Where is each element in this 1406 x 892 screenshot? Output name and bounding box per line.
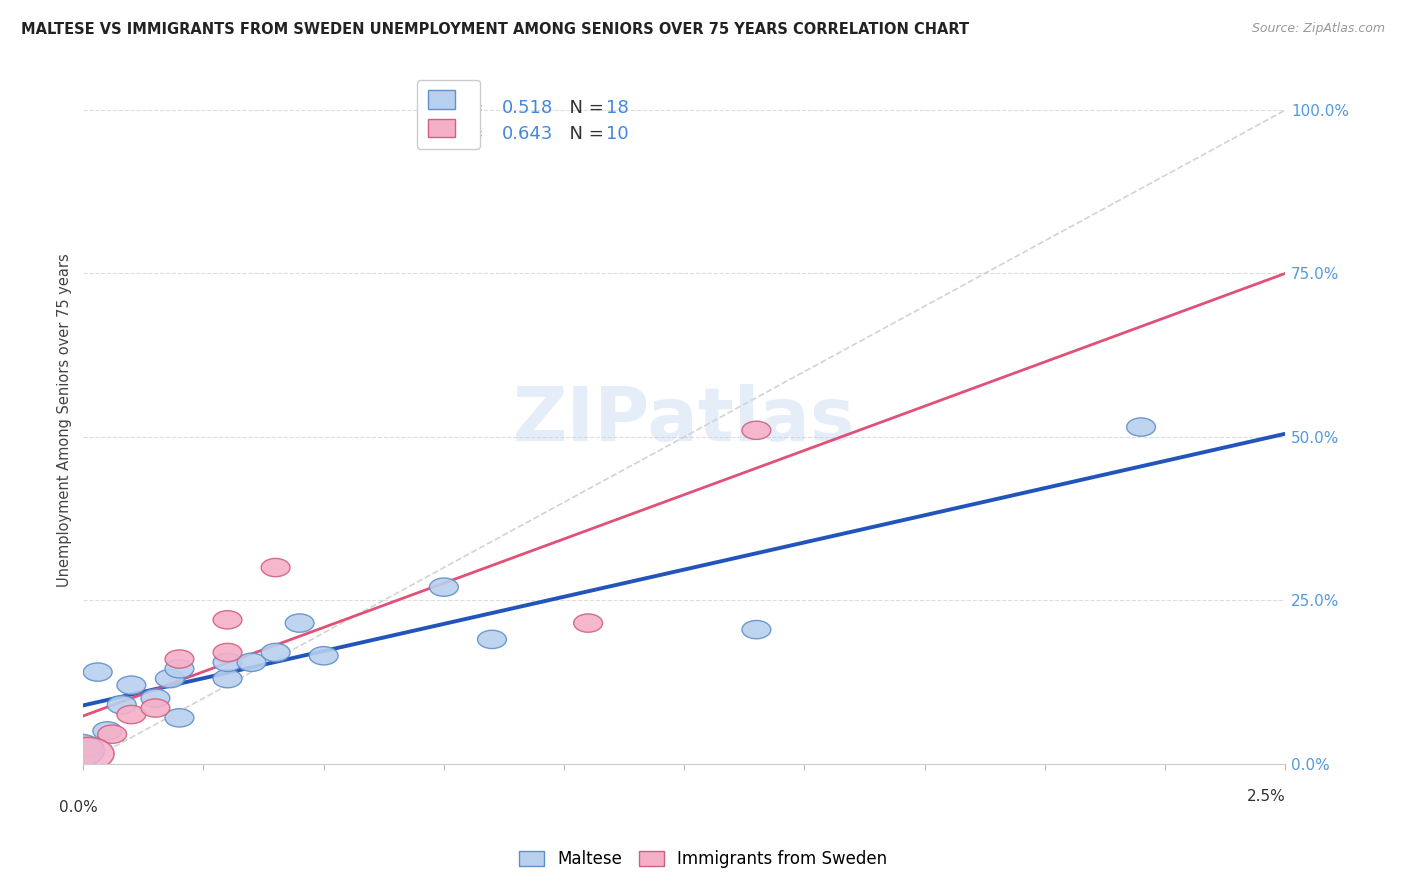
Ellipse shape: [165, 660, 194, 678]
Ellipse shape: [97, 725, 127, 743]
Ellipse shape: [478, 631, 506, 648]
Ellipse shape: [156, 670, 184, 688]
Ellipse shape: [107, 696, 136, 714]
Ellipse shape: [574, 614, 603, 632]
Text: 0.643: 0.643: [502, 125, 553, 143]
Ellipse shape: [83, 663, 112, 681]
Ellipse shape: [73, 738, 103, 756]
Ellipse shape: [214, 670, 242, 688]
Ellipse shape: [93, 722, 122, 740]
Ellipse shape: [141, 690, 170, 707]
Text: 18: 18: [606, 99, 628, 118]
Text: 10: 10: [606, 125, 628, 143]
Ellipse shape: [214, 653, 242, 672]
Ellipse shape: [1126, 417, 1156, 436]
Text: ZIPatlas: ZIPatlas: [513, 384, 856, 457]
Text: R =: R =: [450, 125, 489, 143]
Text: N =: N =: [558, 125, 610, 143]
Ellipse shape: [141, 699, 170, 717]
Ellipse shape: [742, 621, 770, 639]
Ellipse shape: [214, 611, 242, 629]
Ellipse shape: [165, 708, 194, 727]
Y-axis label: Unemployment Among Seniors over 75 years: Unemployment Among Seniors over 75 years: [58, 253, 72, 588]
Ellipse shape: [52, 734, 104, 767]
Ellipse shape: [429, 578, 458, 596]
Ellipse shape: [262, 643, 290, 662]
Ellipse shape: [62, 738, 114, 771]
Ellipse shape: [117, 676, 146, 694]
Text: 2.5%: 2.5%: [1247, 789, 1285, 804]
Ellipse shape: [117, 706, 146, 723]
Ellipse shape: [165, 650, 194, 668]
Text: N =: N =: [558, 99, 610, 118]
Text: Source: ZipAtlas.com: Source: ZipAtlas.com: [1251, 22, 1385, 36]
Ellipse shape: [238, 653, 266, 672]
Ellipse shape: [742, 421, 770, 440]
Text: 0.0%: 0.0%: [59, 799, 98, 814]
Ellipse shape: [285, 614, 314, 632]
Legend: Maltese, Immigrants from Sweden: Maltese, Immigrants from Sweden: [512, 844, 894, 875]
Text: MALTESE VS IMMIGRANTS FROM SWEDEN UNEMPLOYMENT AMONG SENIORS OVER 75 YEARS CORRE: MALTESE VS IMMIGRANTS FROM SWEDEN UNEMPL…: [21, 22, 969, 37]
Ellipse shape: [262, 558, 290, 577]
Ellipse shape: [309, 647, 337, 665]
Ellipse shape: [214, 643, 242, 662]
Legend: , : ,: [416, 79, 479, 149]
Text: R =: R =: [450, 99, 489, 118]
Text: 0.518: 0.518: [502, 99, 553, 118]
